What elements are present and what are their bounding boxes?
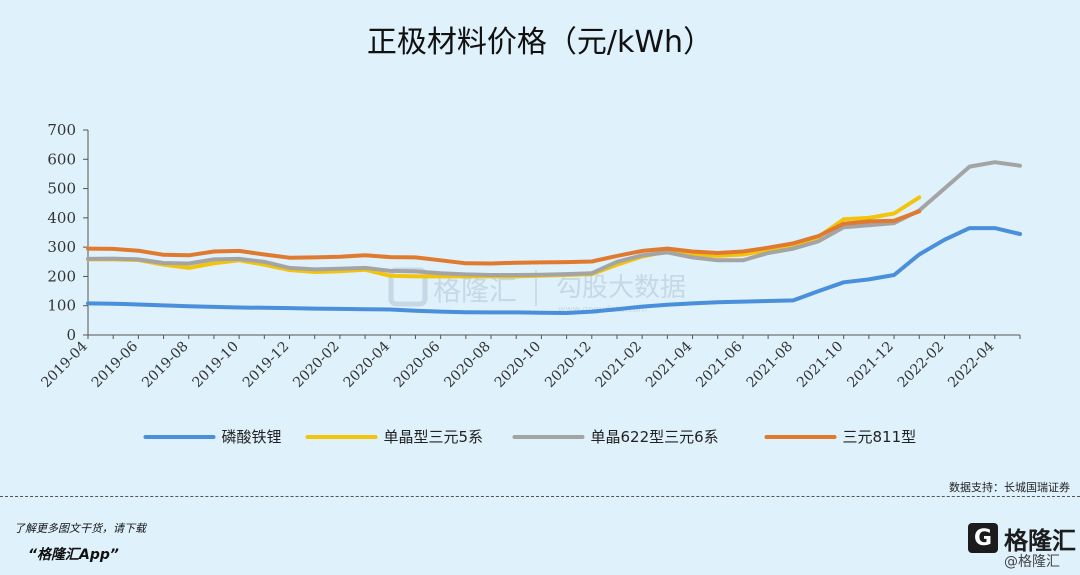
x-tick-label: 2021-04 bbox=[643, 338, 696, 391]
chart-legend: 磷酸铁锂 单晶型三元5系 单晶622型三元6系 三元811型 bbox=[143, 428, 917, 446]
x-tick-label: 2019-08 bbox=[139, 339, 191, 391]
watermark-brand: 格隆汇 bbox=[433, 274, 517, 307]
x-tick-label: 2021-08 bbox=[744, 339, 796, 391]
y-tick-label: 100 bbox=[47, 297, 76, 315]
price-chart: 正极材料价格（元/kWh） 格隆汇 勾股大数据 www.gogudata.com… bbox=[38, 25, 1070, 494]
x-tick-label: 2019-06 bbox=[89, 338, 142, 391]
series-line-0 bbox=[86, 226, 1022, 315]
legend-label-3: 三元811型 bbox=[843, 428, 917, 446]
y-tick-label: 700 bbox=[47, 121, 76, 139]
legend-label-2: 单晶622型三元6系 bbox=[591, 428, 719, 446]
footer-hint: 了解更多图文干货，请下载 bbox=[14, 522, 146, 535]
x-tick-label: 2020-06 bbox=[391, 338, 444, 391]
y-tick-label: 300 bbox=[47, 238, 76, 256]
x-tick-label: 2019-10 bbox=[190, 339, 242, 391]
x-tick-label: 2019-04 bbox=[38, 338, 91, 391]
x-tick-label: 2020-04 bbox=[341, 338, 394, 391]
logo-name: 格隆汇 bbox=[1004, 526, 1076, 555]
x-tick-label: 2021-10 bbox=[794, 339, 846, 391]
footer-divider bbox=[0, 496, 1080, 497]
x-tick-label: 2020-08 bbox=[441, 339, 493, 391]
logo-g-icon: G bbox=[968, 523, 998, 553]
x-tick-label: 2019-12 bbox=[240, 339, 292, 391]
y-tick-label: 500 bbox=[47, 180, 76, 198]
series-lines bbox=[86, 160, 1022, 315]
y-tick-label: 600 bbox=[47, 150, 76, 168]
legend-label-1: 单晶型三元5系 bbox=[384, 428, 484, 446]
watermark-middle: 勾股大数据 bbox=[556, 273, 686, 303]
x-tick-label: 2022-04 bbox=[945, 338, 998, 391]
x-tick-label: 2021-06 bbox=[693, 338, 746, 391]
x-tick-label: 2021-12 bbox=[844, 339, 896, 391]
y-tick-label: 0 bbox=[66, 326, 76, 344]
series-line-2 bbox=[86, 160, 1022, 277]
x-tick-label: 2022-02 bbox=[895, 339, 947, 391]
footer-logo: G 格隆汇 bbox=[968, 518, 1076, 558]
x-tick-label: 2020-02 bbox=[290, 339, 342, 391]
legend-label-0: 磷酸铁锂 bbox=[222, 428, 282, 446]
footer-app-name: “格隆汇App” bbox=[28, 547, 119, 563]
x-tick-label: 2020-10 bbox=[492, 339, 544, 391]
chart-title: 正极材料价格（元/kWh） bbox=[367, 25, 713, 60]
x-tick-label: 2021-02 bbox=[593, 339, 645, 391]
series-line-3 bbox=[86, 209, 922, 266]
y-tick-label: 200 bbox=[47, 267, 76, 285]
source-note: 数据支持：长城国瑞证券 bbox=[949, 480, 1070, 494]
x-tick-label: 2020-12 bbox=[542, 339, 594, 391]
y-tick-label: 400 bbox=[47, 209, 76, 227]
logo-sub: @格隆汇 bbox=[1004, 554, 1060, 570]
